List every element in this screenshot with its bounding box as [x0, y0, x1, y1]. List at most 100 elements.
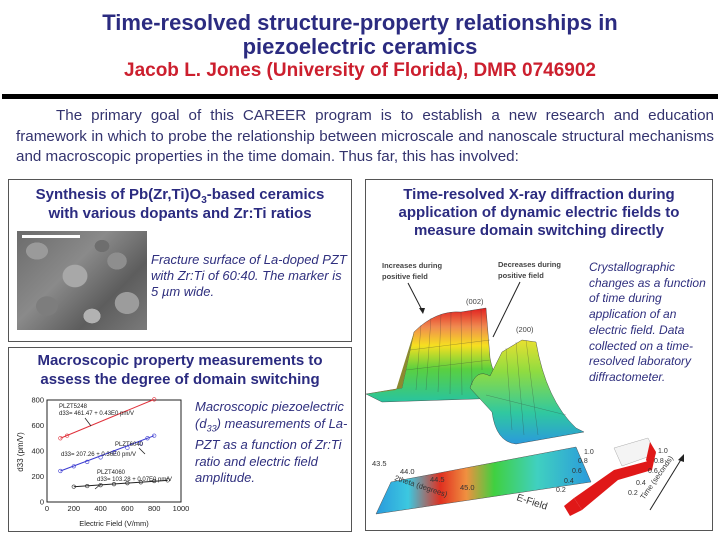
- data-point: [152, 433, 157, 438]
- svg-text:d33= 207.26 + 0.36E0 pm/V: d33= 207.26 + 0.36E0 pm/V: [61, 452, 136, 458]
- y-tick-label: 400: [31, 447, 44, 456]
- data-point: [98, 483, 103, 488]
- svg-text:d33= 461.47 + 0.43E0 pm/V: d33= 461.47 + 0.43E0 pm/V: [59, 411, 134, 417]
- svg-text:Increases during: Increases during: [382, 261, 442, 270]
- data-point: [138, 480, 143, 485]
- synthesis-title-text: Synthesis of Pb(Zr,Ti)O: [35, 186, 202, 203]
- data-point: [111, 482, 117, 487]
- synthesis-title: Synthesis of Pb(Zr,Ti)O3-based ceramics: [9, 186, 351, 210]
- data-point: [98, 455, 103, 460]
- d33-vs-field-chart: 0 200 400 600 800 0 200 400 600 800 1000 Electric…: [16, 396, 189, 529]
- svg-text:0.8: 0.8: [578, 458, 588, 465]
- chart-series: [58, 397, 170, 489]
- data-point: [71, 464, 76, 469]
- y-tick-label: 200: [31, 472, 44, 481]
- data-point: [71, 484, 76, 489]
- y-axis-ticks: 0 200 400 600 800: [31, 396, 44, 507]
- x-tick-label: 600: [121, 504, 134, 513]
- y-tick-label: 800: [31, 396, 44, 405]
- svg-text:0.2: 0.2: [628, 490, 638, 497]
- xrd-3d-surface-figure: Increases during positive field Decrease…: [366, 260, 684, 516]
- efield-time-ticks: 1.0 0.8 0.6 0.4 0.2: [628, 448, 668, 497]
- svg-text:44.0: 44.0: [400, 467, 415, 476]
- two-theta-ticks: 43.5 44.0 44.5 45.0: [372, 459, 475, 492]
- svg-text:44.5: 44.5: [430, 475, 445, 484]
- data-point: [85, 459, 90, 464]
- svg-text:Decreases during: Decreases during: [498, 260, 561, 269]
- data-point: [145, 436, 150, 441]
- fit-line: [73, 479, 168, 488]
- svg-text:(200): (200): [516, 325, 534, 334]
- page-subtitle: Jacob L. Jones (University of Florida), …: [124, 60, 596, 81]
- synthesis-caption: Fracture surface of La-doped PZT with Zr…: [151, 252, 347, 299]
- svg-text:43.5: 43.5: [372, 459, 387, 468]
- x-axis-label: Electric Field (V/mm): [79, 519, 149, 528]
- svg-text:0.4: 0.4: [636, 480, 646, 487]
- svg-text:0.4: 0.4: [564, 478, 574, 485]
- synthesis-panel: Synthesis of Pb(Zr,Ti)O3-based ceramics …: [8, 179, 352, 342]
- svg-text:1.0: 1.0: [658, 448, 668, 455]
- svg-text:positive field: positive field: [498, 271, 544, 280]
- synthesis-title-line2: with various dopants and Zr:Ti ratios: [48, 205, 312, 222]
- x-axis-ticks: 0 200 400 600 800 1000: [45, 504, 189, 513]
- contour-floor: [375, 446, 592, 515]
- y-tick-label: 600: [31, 421, 44, 430]
- svg-text:PLZT5248: PLZT5248: [59, 404, 88, 410]
- data-point: [58, 436, 63, 441]
- data-point: [58, 468, 63, 474]
- svg-text:PLZT4060: PLZT4060: [97, 470, 126, 476]
- chart-plot-area: [46, 399, 182, 503]
- macro-title-line1: Macroscopic property measurements to: [37, 352, 323, 369]
- macroscopic-panel: Macroscopic property measurements to ass…: [8, 347, 352, 532]
- data-point: [165, 478, 170, 483]
- svg-text:0.8: 0.8: [654, 458, 664, 465]
- svg-text:45.0: 45.0: [460, 483, 475, 492]
- y-axis-label: d33 (pm/V): [16, 432, 25, 472]
- svg-text:0.2: 0.2: [556, 487, 566, 494]
- xrd-title-line1: Time-resolved X-ray diffraction during: [403, 186, 675, 203]
- macro-caption-text: Macroscopic piezoelectric (d: [195, 399, 344, 431]
- data-point: [138, 441, 143, 446]
- time-arrow-icon: [649, 457, 683, 511]
- xrd-panel: Time-resolved X-ray diffraction during a…: [365, 179, 713, 531]
- time-arrowhead-icon: [678, 454, 684, 462]
- page-title-line2: piezoelectric ceramics: [242, 34, 478, 59]
- fit-line: [60, 435, 155, 472]
- data-point: [152, 478, 157, 484]
- svg-text:0.6: 0.6: [572, 468, 582, 475]
- x-tick-label: 1000: [173, 504, 190, 513]
- macro-caption-text-end: ) measurements of La-PZT as a function o…: [195, 415, 348, 486]
- contour-time-ticks: 1.0 0.8 0.6 0.4 0.2: [556, 449, 594, 494]
- svg-text:positive field: positive field: [382, 272, 428, 281]
- x-tick-label: 400: [94, 504, 107, 513]
- xrd-title-line3: measure domain switching directly: [413, 222, 665, 239]
- fit-annotations: PLZT5248 d33= 461.47 + 0.43E0 pm/V PLZT6…: [59, 404, 172, 490]
- efield-waveform: [564, 437, 657, 516]
- scale-marker: [22, 235, 80, 238]
- svg-text:(002): (002): [466, 297, 484, 306]
- svg-text:d33= 103.28 + 0.07E0 pm/V: d33= 103.28 + 0.07E0 pm/V: [97, 477, 172, 483]
- page-title-line1: Time-resolved structure-property relatio…: [102, 10, 618, 35]
- data-point: [125, 445, 130, 450]
- xrd-title-line2: application of dynamic electric fields t…: [398, 204, 680, 221]
- xrd-caption: Crystallographic changes as a function o…: [589, 260, 706, 384]
- data-point: [111, 450, 117, 455]
- svg-text:0.6: 0.6: [648, 468, 658, 475]
- y-tick-label: 0: [40, 498, 44, 507]
- peak-002-side: [366, 332, 414, 394]
- data-point: [64, 433, 70, 438]
- svg-text:PLZT6040: PLZT6040: [115, 442, 144, 448]
- macro-caption: Macroscopic piezoelectric (d33) measurem…: [195, 399, 349, 487]
- synthesis-title-text-end: -based ceramics: [206, 186, 325, 203]
- svg-text:1.0: 1.0: [584, 449, 594, 456]
- header-divider: [2, 94, 718, 99]
- data-point: [125, 481, 130, 486]
- efield-label: E-Field: [515, 492, 549, 512]
- data-point: [85, 483, 90, 489]
- x-tick-label: 0: [45, 504, 49, 513]
- intro-paragraph: The primary goal of this CAREER program …: [16, 107, 714, 165]
- xrd-annotations: Increases during positive field Decrease…: [382, 260, 561, 338]
- surface-mesh: [405, 308, 567, 436]
- synthesis-title-subscript: 3: [201, 195, 207, 206]
- macro-caption-subscript: 33: [206, 423, 217, 434]
